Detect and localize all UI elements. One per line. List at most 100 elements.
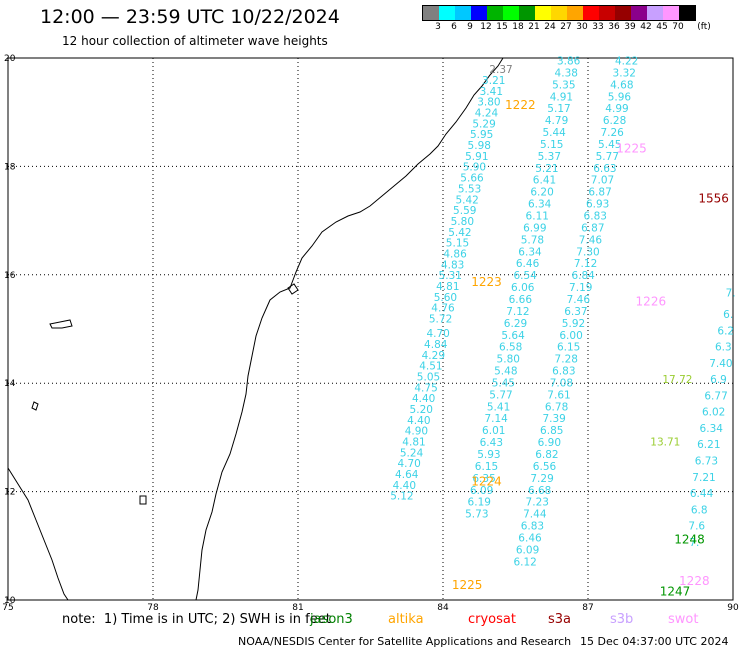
- satellite-name: s3a: [548, 612, 572, 627]
- wave-height-value: 6.83: [584, 211, 607, 223]
- legend-label: 36: [608, 22, 620, 32]
- page-subtitle: 12 hour collection of altimeter wave hei…: [62, 34, 328, 48]
- wave-height-value: 4.40: [412, 393, 435, 405]
- wave-height-value: 4.22: [615, 56, 638, 68]
- wave-height-value: 6.19: [468, 497, 491, 509]
- wave-height-value: 4.70: [397, 458, 420, 470]
- wave-height-value: 5.72: [429, 313, 452, 325]
- lon-tick-label: 81: [292, 603, 303, 613]
- wave-height-value: 5.66: [460, 173, 484, 185]
- legend-swatch: [567, 6, 583, 20]
- wave-height-value: 6.41: [533, 175, 556, 187]
- wave-height-value: 4.84: [424, 339, 448, 351]
- pass-number-label: 1248: [674, 533, 705, 547]
- lon-tick-label: 78: [147, 603, 159, 613]
- legend-swatch: [439, 6, 455, 20]
- wave-height-value: 6.09: [516, 544, 539, 556]
- wave-height-value: 6.12: [513, 556, 536, 568]
- wave-height-value: 5.53: [458, 183, 481, 195]
- wave-height-value: 6.93: [586, 199, 609, 211]
- wave-height-value: 5.48: [494, 366, 517, 378]
- wave-height-value: 6.11: [526, 211, 549, 223]
- credit-timestamp: 15 Dec 04:37:00 UTC 2024: [580, 635, 729, 648]
- wave-height-value: 5.95: [470, 129, 493, 141]
- lat-tick-label: 20: [4, 54, 16, 64]
- legend-label: 33: [592, 22, 604, 32]
- wave-height-value: 7.14: [484, 413, 508, 425]
- wave-height-value: 5.31: [439, 270, 462, 282]
- wave-height-value: 6.44: [690, 488, 714, 500]
- wave-height-value: 6.54: [513, 270, 537, 282]
- wave-height-value: 6.87: [581, 222, 604, 234]
- wave-height-value: 5.73: [465, 509, 488, 521]
- wave-height-value: 6.35: [472, 473, 495, 485]
- wave-height-value: 7.08: [550, 377, 573, 389]
- wave-height-value: 5.05: [417, 371, 440, 383]
- lon-tick-label: 90: [727, 603, 739, 613]
- legend-swatch: [679, 6, 695, 20]
- legend-label: 3: [435, 22, 441, 32]
- wave-height-value: 6.2: [717, 325, 734, 337]
- wave-height-value: 7.6: [688, 521, 705, 533]
- wave-height-value: 5.78: [521, 234, 544, 246]
- wave-height-value: 4.70: [426, 328, 449, 340]
- wave-height-value: 7.30: [576, 246, 599, 258]
- wave-height-value: 5.96: [608, 91, 632, 103]
- wave-height-value: 6.43: [480, 437, 503, 449]
- wave-height-value: 4.40: [407, 415, 430, 427]
- wave-height-value: 4.24: [475, 108, 499, 120]
- satellite-name: s3b: [610, 612, 634, 627]
- wave-height-value: 7.61: [547, 389, 570, 401]
- lat-tick-label: 16: [4, 271, 16, 281]
- track-layer: 2.373.213.413.804.245.295.955.985.915.90…: [390, 56, 735, 569]
- wave-height-value: 7.46: [567, 294, 591, 306]
- lat-tick-label: 14: [4, 379, 16, 389]
- wave-height-value: 5.93: [477, 449, 500, 461]
- satellite-name: jason3: [310, 612, 353, 627]
- wave-height-value: 6.84: [571, 270, 595, 282]
- wave-height-value: 6.8: [691, 504, 708, 516]
- wave-height-value: 5.91: [465, 151, 488, 163]
- wave-height-value: 4.81: [436, 281, 459, 293]
- wave-height-value: 5.44: [542, 127, 566, 139]
- wave-height-value: 7.44: [523, 509, 547, 521]
- wave-height-value: 5.21: [535, 163, 558, 175]
- legend-label: 27: [560, 22, 572, 32]
- island-outline: [31, 401, 39, 411]
- legend-label: 21: [528, 22, 540, 32]
- legend-label: 70: [672, 22, 684, 32]
- lon-tick-label: 75: [2, 603, 13, 613]
- wave-height-value: 5.92: [562, 318, 585, 330]
- wave-height-value: 4.38: [555, 67, 578, 79]
- wave-height-value: 4.99: [605, 103, 628, 115]
- wave-height-value: 6.28: [603, 115, 626, 127]
- legend-swatch: [487, 6, 503, 20]
- satellite-name: swot: [668, 612, 699, 627]
- wave-height-value: 3.80: [477, 97, 500, 109]
- legend-swatch: [535, 6, 551, 20]
- wave-height-value: 6.46: [518, 532, 542, 544]
- wave-height-value: 6.68: [528, 485, 551, 497]
- pass-number-label: 1247: [660, 585, 691, 599]
- legend-swatch: [583, 6, 599, 20]
- wave-height-value: 6.83: [552, 366, 575, 378]
- coastline-layer: [7, 57, 504, 601]
- wave-height-value: 6.58: [499, 342, 522, 354]
- legend-label: 15: [496, 22, 508, 32]
- wave-height-value: 6.66: [509, 294, 533, 306]
- wave-height-value: 6.34: [528, 199, 552, 211]
- wave-height-value: 6.20: [530, 187, 553, 199]
- wave-height-value: 4.79: [545, 115, 568, 127]
- wave-height-value: 5.35: [552, 79, 575, 91]
- pass-number-label: 1226: [636, 295, 667, 309]
- wave-height-value: 5.80: [451, 216, 474, 228]
- pass-number-label: 1223: [471, 275, 502, 289]
- wave-height-value: 6.29: [504, 318, 527, 330]
- legend-swatch: [663, 6, 679, 20]
- wave-height-value: 6.37: [564, 306, 587, 318]
- wave-height-value: 7.23: [526, 497, 549, 509]
- wave-height-value: 6.87: [588, 187, 611, 199]
- legend-swatch: [471, 6, 487, 20]
- pass-number-label: 1225: [452, 578, 483, 592]
- wave-height-value: 4.83: [441, 259, 464, 271]
